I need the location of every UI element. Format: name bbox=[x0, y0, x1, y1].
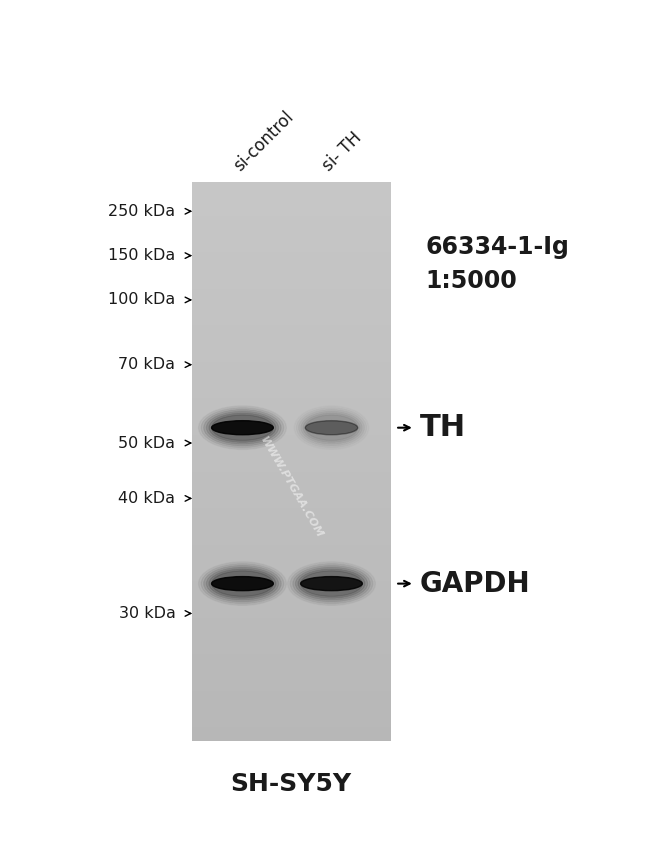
Ellipse shape bbox=[300, 577, 363, 590]
Ellipse shape bbox=[211, 577, 273, 590]
Text: 250 kDa: 250 kDa bbox=[109, 204, 176, 219]
Text: 70 kDa: 70 kDa bbox=[118, 357, 176, 372]
Text: TH: TH bbox=[420, 413, 466, 442]
Ellipse shape bbox=[209, 413, 276, 442]
Text: 40 kDa: 40 kDa bbox=[118, 491, 176, 506]
Ellipse shape bbox=[202, 564, 283, 603]
Text: WWW.PTGAA.COM: WWW.PTGAA.COM bbox=[257, 435, 324, 540]
Ellipse shape bbox=[296, 567, 367, 600]
Text: 30 kDa: 30 kDa bbox=[118, 606, 176, 621]
Text: si-control: si-control bbox=[229, 107, 296, 175]
Ellipse shape bbox=[306, 415, 358, 440]
Ellipse shape bbox=[211, 415, 273, 440]
Text: si- TH: si- TH bbox=[318, 129, 365, 175]
Text: SH-SY5Y: SH-SY5Y bbox=[231, 772, 352, 796]
Ellipse shape bbox=[211, 571, 273, 596]
Ellipse shape bbox=[298, 569, 365, 598]
Ellipse shape bbox=[211, 421, 273, 435]
Ellipse shape bbox=[209, 569, 276, 598]
Ellipse shape bbox=[306, 421, 358, 435]
Ellipse shape bbox=[207, 412, 278, 444]
Ellipse shape bbox=[293, 566, 370, 602]
Ellipse shape bbox=[207, 567, 278, 600]
Ellipse shape bbox=[300, 571, 363, 596]
Text: GAPDH: GAPDH bbox=[420, 570, 530, 597]
Text: 50 kDa: 50 kDa bbox=[118, 435, 176, 451]
Text: 66334-1-Ig
1:5000: 66334-1-Ig 1:5000 bbox=[426, 235, 569, 293]
Text: 100 kDa: 100 kDa bbox=[109, 292, 176, 308]
Text: 150 kDa: 150 kDa bbox=[109, 248, 176, 263]
Ellipse shape bbox=[291, 564, 372, 603]
Ellipse shape bbox=[204, 566, 281, 602]
Ellipse shape bbox=[204, 410, 281, 446]
Ellipse shape bbox=[202, 408, 283, 447]
